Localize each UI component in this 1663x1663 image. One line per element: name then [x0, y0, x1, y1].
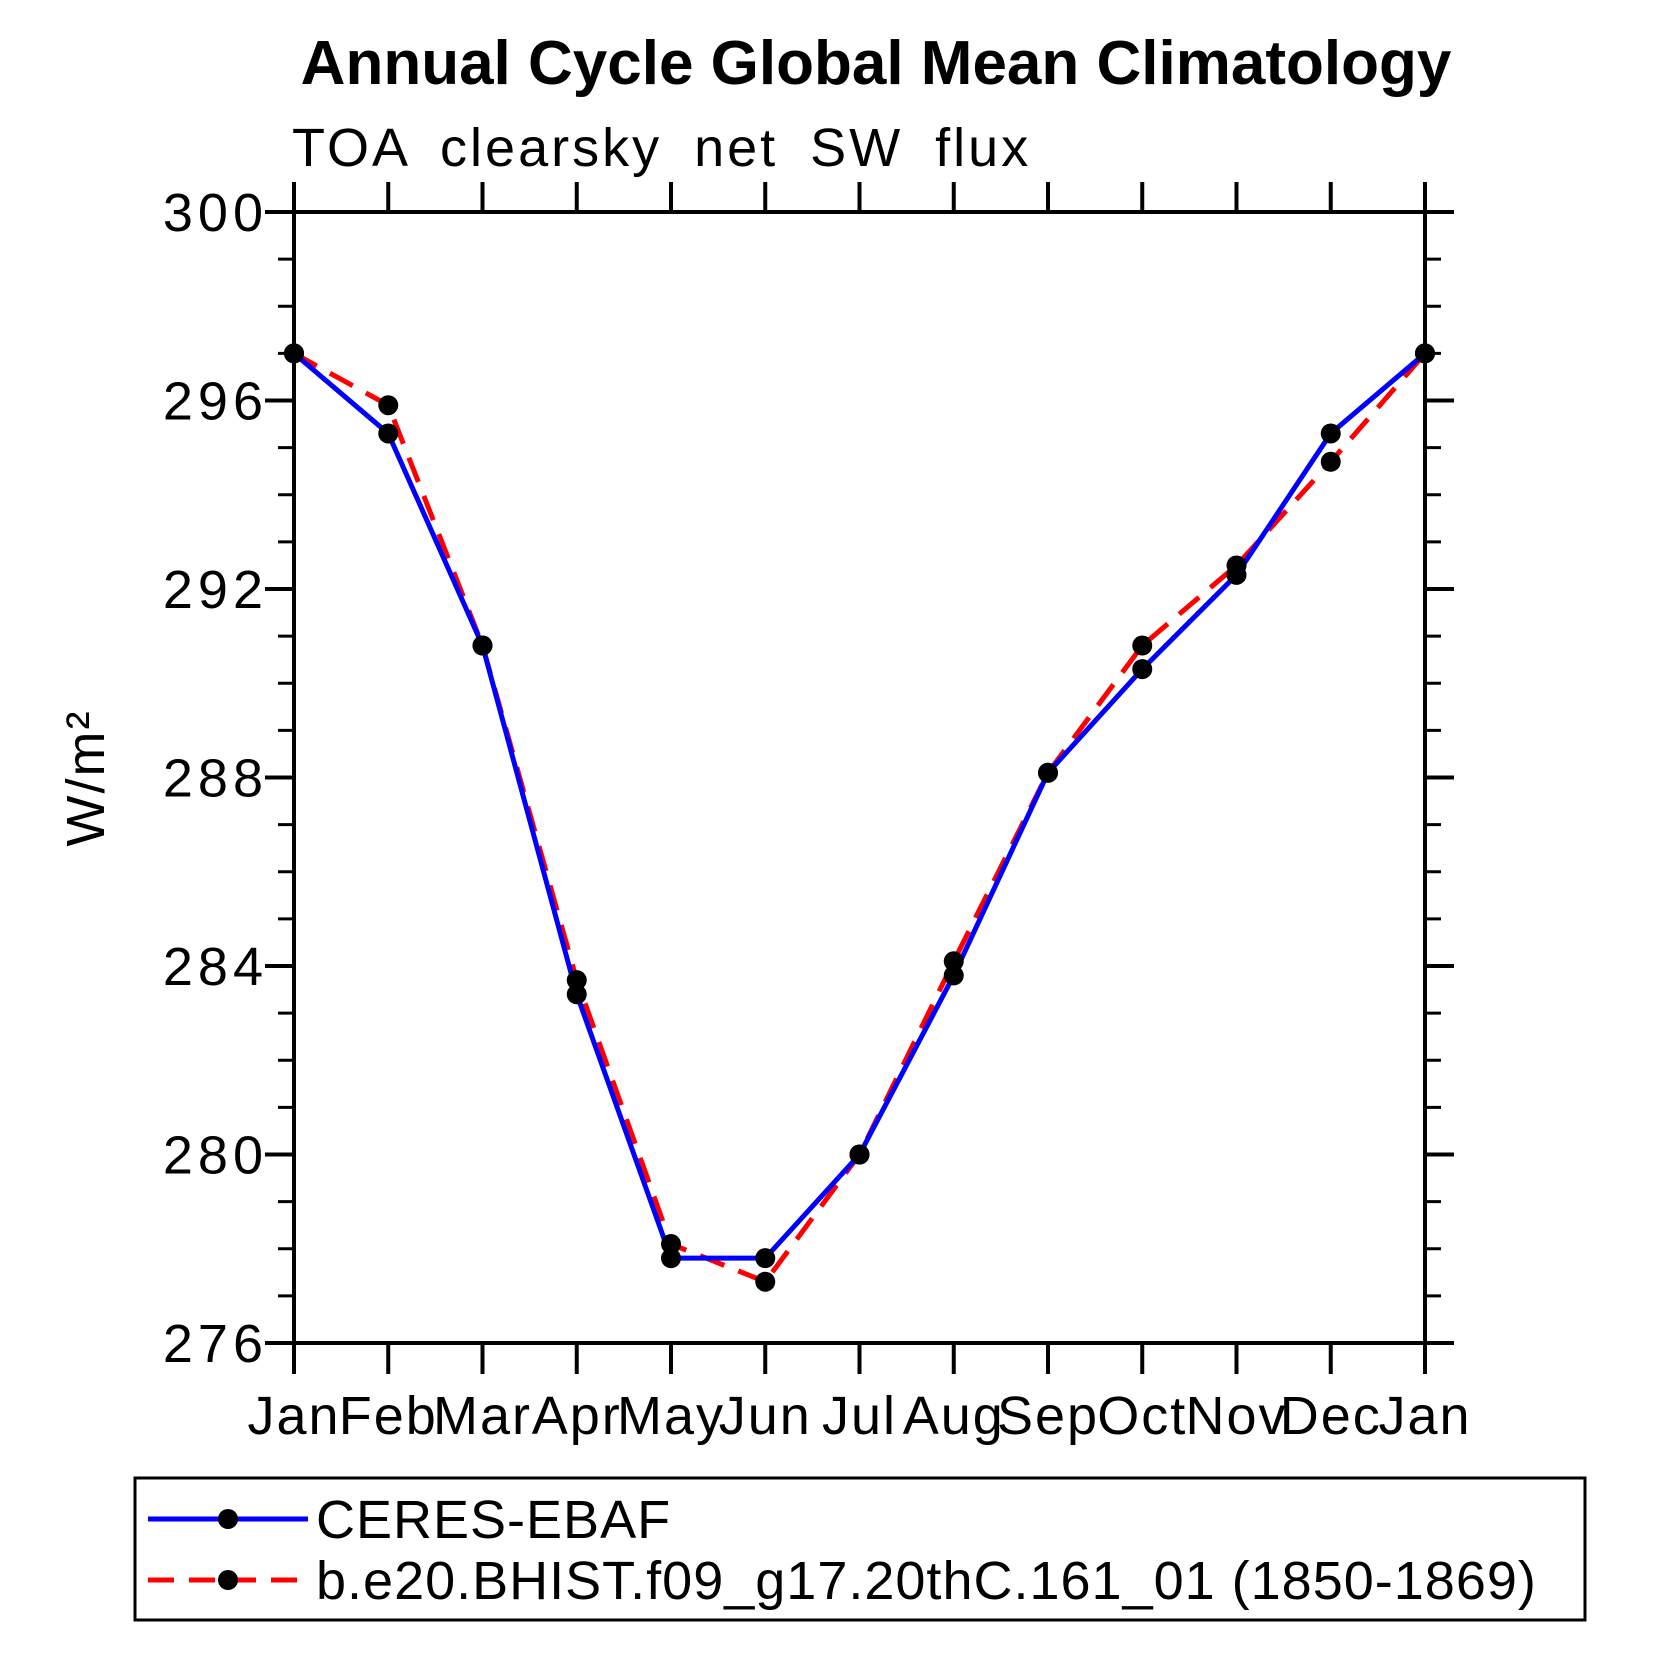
- data-point: [661, 1248, 681, 1269]
- data-point: [943, 965, 964, 986]
- data-point: [472, 635, 493, 656]
- series-line-model: [292, 351, 1427, 1285]
- y-axis-tick-label: 288: [163, 749, 268, 809]
- y-axis-tick-label: 284: [163, 937, 268, 997]
- y-axis-label: W/m²: [56, 710, 116, 847]
- series-line-obs: [292, 351, 1427, 1261]
- legend: CERES-EBAFb.e20.BHIST.f09_g17.20thC.161_…: [133, 1476, 1587, 1622]
- data-point: [1415, 343, 1435, 364]
- legend-entry-label: b.e20.BHIST.f09_g17.20thC.161_01 (1850-1…: [316, 1551, 1537, 1611]
- x-axis-tick-label: Dec: [1280, 1386, 1382, 1446]
- x-axis-tick-label: Jul: [822, 1386, 897, 1446]
- data-point: [1226, 555, 1247, 576]
- x-axis-tick-label: Jan: [1378, 1386, 1471, 1446]
- data-point: [755, 1248, 776, 1269]
- data-point: [566, 970, 587, 991]
- chart-subtitle: TOA clearsky net SW flux: [292, 118, 1031, 178]
- x-axis-tick-label: Sep: [997, 1386, 1099, 1446]
- x-axis-tick-label: Nov: [1185, 1386, 1287, 1446]
- plot-frame: [292, 210, 1427, 1345]
- x-axis-tick-label: Aug: [903, 1386, 1005, 1446]
- y-axis-tick-label: 296: [163, 372, 268, 432]
- y-axis-tick-label: 276: [163, 1314, 268, 1374]
- data-point: [1132, 659, 1153, 680]
- y-axis-tick-label: 292: [163, 560, 268, 620]
- y-axis-tick-label: 280: [163, 1126, 268, 1186]
- data-point: [378, 423, 399, 444]
- legend-entry-label: CERES-EBAF: [316, 1490, 671, 1550]
- data-point: [1320, 423, 1341, 444]
- x-axis-tick-label: Oct: [1097, 1386, 1187, 1446]
- data-point: [1132, 635, 1153, 656]
- x-axis-tick-label: May: [617, 1386, 725, 1446]
- chart-title: Annual Cycle Global Mean Climatology: [301, 29, 1452, 98]
- data-point: [1038, 762, 1058, 783]
- x-axis-tick-label: Apr: [532, 1386, 622, 1446]
- data-point: [566, 984, 587, 1005]
- data-point: [378, 395, 399, 416]
- data-point: [755, 1271, 776, 1292]
- legend-marker-sample: [218, 1509, 238, 1529]
- data-point: [849, 1144, 870, 1165]
- legend-marker-sample: [218, 1570, 238, 1590]
- x-axis-tick-label: Jun: [719, 1386, 812, 1446]
- legend-box: [133, 1476, 1587, 1622]
- x-axis-tick-label: Feb: [339, 1386, 438, 1446]
- data-point: [1320, 451, 1341, 472]
- data-point: [284, 343, 304, 364]
- x-axis-tick-label: Mar: [433, 1386, 532, 1446]
- data-point: [943, 951, 964, 972]
- data-point: [661, 1234, 681, 1255]
- x-axis-tick-label: Jan: [247, 1386, 340, 1446]
- y-axis-tick-label: 300: [163, 183, 268, 243]
